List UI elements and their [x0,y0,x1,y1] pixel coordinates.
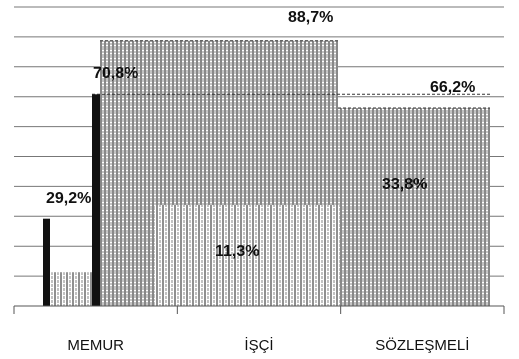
category-label-2: SÖZLEŞMELİ [375,336,469,354]
category-label-1: İŞÇİ [244,336,273,354]
data-label-series1-0: 29,2% [46,190,91,207]
data-label-series2-1: 88,7% [288,9,333,26]
data-label-series1-1: 11,3% [215,243,259,260]
data-label-series1-2: 33,8% [382,176,427,193]
bar-series1-0 [43,219,50,306]
bar-series2-2 [338,108,490,306]
category-labels: MEMUR İŞÇİ SÖZLEŞMELİ [67,336,469,354]
category-label-0: MEMUR [67,337,124,354]
data-label-series2-0: 70,8% [93,65,138,82]
bar-series1-1 [50,272,92,306]
x-axis-ticks [14,306,504,314]
bar-series2-0 [92,94,100,306]
data-label-series2-2: 66,2% [430,79,475,96]
